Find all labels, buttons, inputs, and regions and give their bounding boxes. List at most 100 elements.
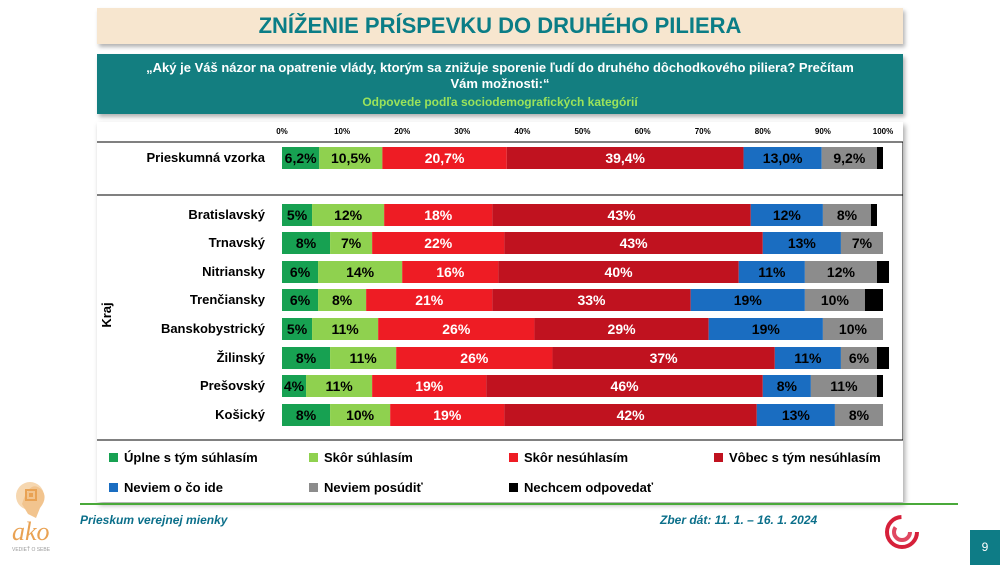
data-label: 16%: [436, 264, 465, 280]
legend-item-vobec-nesuhlasim: Vôbec s tým nesúhlasím: [714, 450, 881, 466]
bar-segment: [534, 318, 709, 340]
bar-segment: [318, 261, 403, 283]
category-label: Prešovský: [200, 378, 266, 393]
data-label: 4%: [284, 378, 305, 394]
swirl-logo-icon: [885, 515, 919, 549]
legend-label: Neviem o čo ide: [124, 480, 223, 495]
bar-segment: [804, 289, 865, 311]
bar-segment: [282, 289, 319, 311]
bar-segment: [318, 289, 367, 311]
bar-segment: [876, 375, 883, 397]
legend-item-neviem-posudit: Neviem posúdiť: [309, 480, 423, 496]
category-label: Košický: [215, 407, 266, 422]
x-tick-label: 70%: [695, 127, 711, 136]
data-label: 10%: [839, 321, 868, 337]
bar-segment: [834, 404, 883, 426]
bar-segment: [743, 147, 822, 169]
bar-segment: [870, 204, 877, 226]
bar-segment: [282, 404, 331, 426]
bar-segment: [282, 375, 307, 397]
x-tick-label: 60%: [635, 127, 651, 136]
data-label: 13%: [788, 235, 817, 251]
bar-segment: [810, 375, 877, 397]
x-tick-label: 90%: [815, 127, 831, 136]
data-label: 33%: [577, 292, 606, 308]
data-label: 6%: [290, 292, 311, 308]
category-label: Žilinský: [217, 350, 266, 365]
bar-segment: [378, 318, 535, 340]
bar-segment: [804, 261, 877, 283]
data-label: 11%: [794, 350, 822, 366]
x-tick-label: 50%: [574, 127, 590, 136]
bar-segment: [504, 232, 763, 254]
data-label: 5%: [287, 207, 308, 223]
bar-segment: [876, 261, 890, 283]
data-label: 8%: [837, 207, 858, 223]
bar-segment: [506, 147, 744, 169]
logo-tagline: VEDIEŤ O SEBE: [12, 545, 51, 553]
question-text: „Aký je Váš názor na opatrenie vlády, kt…: [146, 60, 854, 91]
legend-label: Skôr nesúhlasím: [524, 450, 629, 465]
legend-swatch-icon: [509, 453, 518, 462]
footer-date: Zber dát: 11. 1. – 16. 1. 2024: [660, 513, 818, 527]
legend-label: Skôr súhlasím: [324, 450, 413, 465]
legend-label: Neviem posúdiť: [324, 480, 423, 495]
bar-segment: [756, 404, 835, 426]
category-label: Bratislavský: [188, 207, 265, 222]
category-label: Trnavský: [209, 235, 266, 250]
bar-segment: [822, 204, 871, 226]
data-label: 19%: [415, 378, 444, 394]
data-label: 7%: [341, 235, 362, 251]
data-label: 8%: [296, 407, 317, 423]
bar-segment: [762, 375, 811, 397]
legend-swatch-icon: [714, 453, 723, 462]
bar-segment: [396, 347, 553, 369]
bar-segment: [372, 375, 487, 397]
bar-segment: [372, 232, 505, 254]
data-label: 40%: [605, 264, 634, 280]
data-label: 19%: [734, 292, 763, 308]
data-label: 43%: [608, 207, 637, 223]
data-label: 11%: [830, 378, 858, 394]
data-label: 6%: [290, 264, 311, 280]
page-number: 9: [970, 530, 1000, 565]
footer-survey-name: Prieskum verejnej mienky: [80, 513, 228, 527]
x-tick-label: 40%: [514, 127, 530, 136]
data-label: 39,4%: [605, 150, 645, 166]
data-label: 21%: [415, 292, 444, 308]
data-label: 46%: [611, 378, 640, 394]
data-label: 14%: [346, 264, 375, 280]
x-tick-label: 80%: [755, 127, 771, 136]
x-tick-label: 100%: [873, 127, 893, 136]
data-label: 11%: [758, 264, 786, 280]
bar-segment: [282, 232, 331, 254]
bar-segment: [690, 289, 805, 311]
legend-swatch-icon: [309, 483, 318, 492]
data-label: 8%: [777, 378, 798, 394]
bar-segment: [282, 261, 319, 283]
bar-segment: [821, 147, 877, 169]
data-label: 12%: [773, 207, 802, 223]
data-label: 43%: [620, 235, 649, 251]
bar-segment: [762, 232, 841, 254]
data-label: 11%: [325, 378, 353, 394]
data-label: 7%: [852, 235, 873, 251]
data-label: 5%: [287, 321, 308, 337]
bar-segment: [876, 147, 883, 169]
question-subtitle: Odpovede podľa sociodemografických kateg…: [362, 95, 638, 109]
bar-segment: [330, 404, 391, 426]
bar-segment: [330, 347, 397, 369]
bar-segment: [312, 204, 385, 226]
data-label: 12%: [334, 207, 363, 223]
bar-segment: [840, 232, 883, 254]
data-label: 11%: [350, 350, 378, 366]
question-banner: „Aký je Váš názor na opatrenie vlády, kt…: [97, 54, 903, 114]
data-label: 22%: [424, 235, 453, 251]
bar-segment: [319, 147, 383, 169]
data-label: 19%: [433, 407, 462, 423]
bar-segment: [282, 318, 313, 340]
legend-item-nechcem-odpovedat: Nechcem odpovedať: [509, 480, 653, 496]
bar-segment: [864, 289, 883, 311]
bar-segment: [708, 318, 823, 340]
x-tick-label: 20%: [394, 127, 410, 136]
